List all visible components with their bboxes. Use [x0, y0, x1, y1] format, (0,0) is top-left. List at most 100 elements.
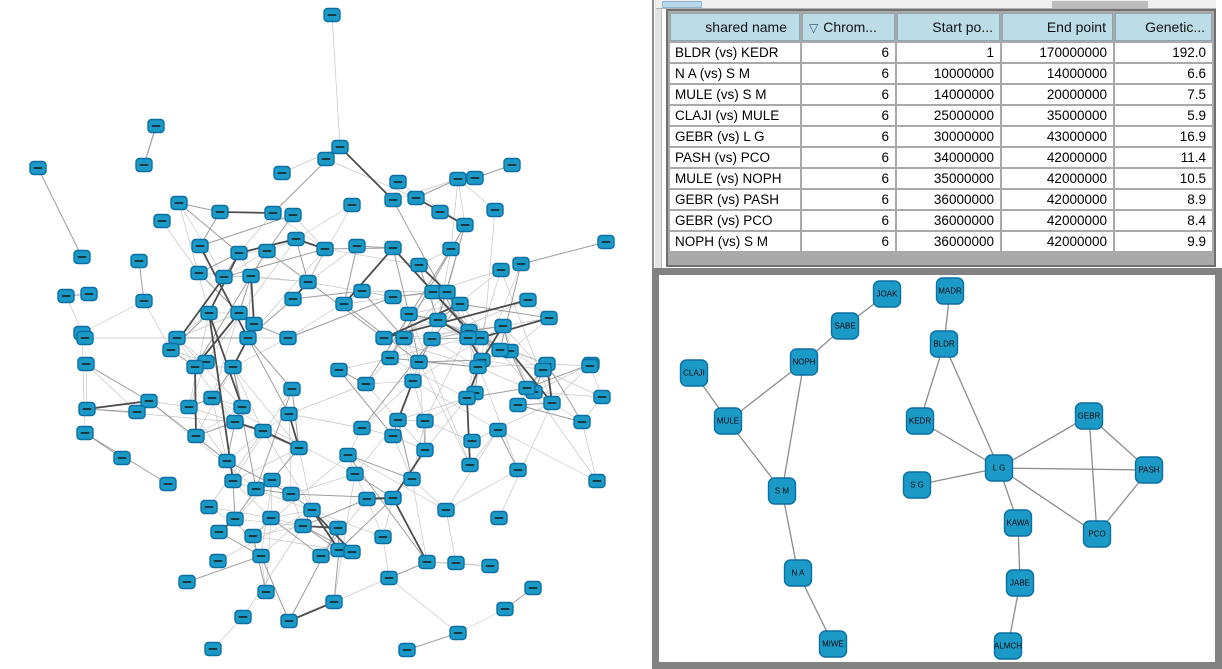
network-edge-NOPH-SM[interactable] [781, 361, 805, 492]
network-node[interactable] [80, 286, 98, 302]
network-node[interactable] [395, 330, 413, 346]
network-node[interactable] [469, 359, 487, 375]
network-node[interactable] [200, 499, 218, 515]
main-network-canvas[interactable] [0, 0, 652, 669]
table-cell[interactable]: 42000000 [1002, 190, 1113, 209]
network-node[interactable] [78, 401, 96, 417]
network-node[interactable] [518, 380, 536, 396]
network-node[interactable] [346, 466, 364, 482]
network-node[interactable] [290, 440, 308, 456]
table-cell[interactable]: 1 [897, 43, 1000, 62]
network-node[interactable] [494, 318, 512, 334]
network-node[interactable] [416, 442, 434, 458]
table-cell[interactable]: 6 [802, 169, 895, 188]
network-node[interactable] [262, 510, 280, 526]
table-cell[interactable]: 5.9 [1115, 106, 1212, 125]
network-node[interactable] [258, 243, 276, 259]
table-cell[interactable]: CLAJI (vs) MULE [670, 106, 800, 125]
sub-network-canvas[interactable]: JOAK SABE NOPH CLAJI MULE S M N A MIWE MADR BLDR K… [659, 275, 1215, 662]
network-node[interactable] [389, 174, 407, 190]
network-edge-LG-PCO[interactable] [998, 467, 1098, 535]
network-node-NA[interactable]: N A [783, 559, 813, 587]
network-node[interactable] [282, 486, 300, 502]
table-row[interactable]: GEBR (vs) L G 6 30000000 43000000 16.9 [670, 127, 1212, 146]
table-cell[interactable]: 30000000 [897, 127, 1000, 146]
network-node[interactable] [204, 641, 222, 657]
table-row[interactable]: PASH (vs) PCO 6 34000000 42000000 11.4 [670, 148, 1212, 167]
network-node[interactable] [279, 330, 297, 346]
network-node[interactable] [339, 447, 357, 463]
table-cell[interactable]: MULE (vs) S M [670, 85, 800, 104]
network-node[interactable] [168, 330, 186, 346]
network-node[interactable] [509, 397, 527, 413]
network-node[interactable] [294, 518, 312, 534]
network-node[interactable] [76, 425, 94, 441]
table-cell[interactable]: 42000000 [1002, 169, 1113, 188]
network-node[interactable] [57, 288, 75, 304]
table-cell[interactable]: 9.9 [1115, 232, 1212, 251]
network-node[interactable] [375, 330, 393, 346]
network-node[interactable] [76, 330, 94, 346]
network-node[interactable] [519, 292, 537, 308]
network-node[interactable] [215, 269, 233, 285]
table-cell[interactable]: BLDR (vs) KEDR [670, 43, 800, 62]
table-cell[interactable]: 42000000 [1002, 232, 1113, 251]
column-header-genetic[interactable]: Genetic... [1115, 13, 1212, 41]
network-node[interactable] [534, 362, 552, 378]
network-node[interactable] [431, 204, 449, 220]
table-cell[interactable]: 11.4 [1115, 148, 1212, 167]
network-node[interactable] [317, 151, 335, 167]
network-node[interactable] [190, 265, 208, 281]
network-node[interactable] [230, 245, 248, 261]
network-node[interactable] [210, 524, 228, 540]
network-node[interactable] [233, 399, 251, 415]
scrollbar-thumb[interactable] [662, 1, 702, 8]
table-cell[interactable]: 14000000 [1002, 64, 1113, 83]
network-node[interactable] [330, 362, 348, 378]
network-node[interactable] [331, 139, 349, 155]
network-node-JOAK[interactable]: JOAK [872, 280, 902, 308]
network-node[interactable] [389, 412, 407, 428]
network-node[interactable] [257, 584, 275, 600]
table-cell[interactable]: 42000000 [1002, 211, 1113, 230]
network-node[interactable] [135, 157, 153, 173]
network-node[interactable] [128, 404, 146, 420]
network-node[interactable] [581, 358, 599, 374]
table-row[interactable]: NOPH (vs) S M 6 36000000 42000000 9.9 [670, 232, 1212, 251]
network-node[interactable] [512, 256, 530, 272]
network-node[interactable] [588, 473, 606, 489]
network-node[interactable] [316, 241, 334, 257]
table-cell[interactable]: MULE (vs) NOPH [670, 169, 800, 188]
network-node[interactable] [180, 399, 198, 415]
network-node[interactable] [186, 359, 204, 375]
network-node[interactable] [384, 490, 402, 506]
network-node[interactable] [234, 609, 252, 625]
network-node[interactable] [153, 213, 171, 229]
network-node[interactable] [263, 472, 281, 488]
panel-divider[interactable] [652, 0, 666, 268]
network-node-JABE[interactable]: JABE [1005, 569, 1035, 597]
network-node[interactable] [492, 262, 510, 278]
network-node[interactable] [113, 450, 131, 466]
network-node-KAWA[interactable]: KAWA [1003, 509, 1033, 537]
table-cell[interactable]: 6 [802, 211, 895, 230]
network-node[interactable] [449, 171, 467, 187]
table-cell[interactable]: 36000000 [897, 190, 1000, 209]
network-node[interactable] [280, 406, 298, 422]
network-node[interactable] [461, 457, 479, 473]
table-row[interactable]: MULE (vs) S M 6 14000000 20000000 7.5 [670, 85, 1212, 104]
table-cell[interactable]: 8.4 [1115, 211, 1212, 230]
network-node[interactable] [509, 462, 527, 478]
network-node[interactable] [424, 284, 442, 300]
column-header-shared-name[interactable]: shared name [670, 13, 800, 41]
table-cell[interactable]: 8.9 [1115, 190, 1212, 209]
table-row[interactable]: MULE (vs) NOPH 6 35000000 42000000 10.5 [670, 169, 1212, 188]
network-node[interactable] [496, 601, 514, 617]
table-cell[interactable]: 25000000 [897, 106, 1000, 125]
network-node[interactable] [358, 491, 376, 507]
network-node[interactable] [503, 157, 521, 173]
network-node[interactable] [343, 544, 361, 560]
network-edge-GEBR-PCO[interactable] [1088, 415, 1098, 535]
table-cell[interactable]: 35000000 [1002, 106, 1113, 125]
network-node[interactable] [400, 306, 418, 322]
